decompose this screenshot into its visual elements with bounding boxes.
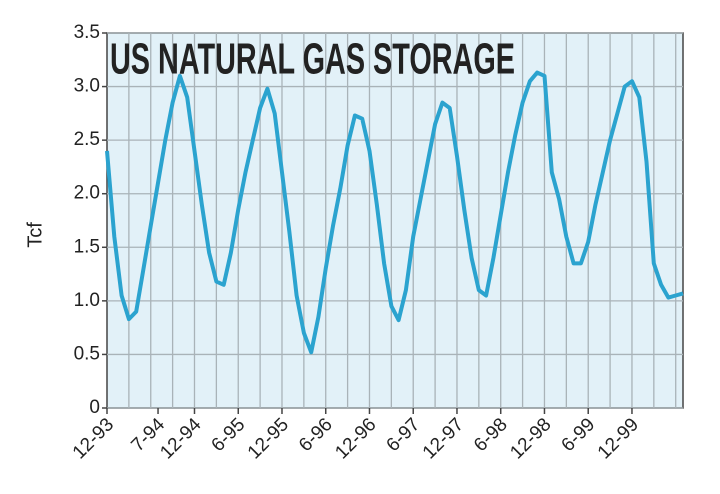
y-tick-label: 2.5 xyxy=(74,129,100,150)
y-tick-label: 3.0 xyxy=(74,76,100,97)
y-axis-label: Tcf xyxy=(24,222,46,248)
x-tick-label: 12-95 xyxy=(244,414,293,463)
x-tick-label: 6-95 xyxy=(208,414,250,456)
y-tick-label: 0.5 xyxy=(74,343,100,364)
y-tick-label: 1.0 xyxy=(74,290,100,311)
x-tick-label: 12-93 xyxy=(69,414,118,463)
x-tick-label: 6-97 xyxy=(383,414,425,456)
x-tick-label: 6-96 xyxy=(295,414,337,456)
y-tick-label: 2.0 xyxy=(74,183,100,204)
x-tick-label: 12-98 xyxy=(506,414,555,463)
y-tick-label: 1.5 xyxy=(74,236,100,257)
x-tick-label: 12-99 xyxy=(594,414,643,463)
x-tick-label: 12-96 xyxy=(331,414,380,463)
plot-area xyxy=(106,32,684,409)
x-tick-label: 6-99 xyxy=(558,414,600,456)
x-tick-label: 12-94 xyxy=(156,414,206,464)
x-tick-label: 12-97 xyxy=(419,414,468,463)
y-tick-label: 3.5 xyxy=(74,22,100,43)
chart-title: US NATURAL GAS STORAGE xyxy=(110,35,515,84)
data-line xyxy=(105,70,684,355)
x-tick-label: 6-98 xyxy=(470,414,512,456)
y-tick-label: 0 xyxy=(89,397,100,418)
